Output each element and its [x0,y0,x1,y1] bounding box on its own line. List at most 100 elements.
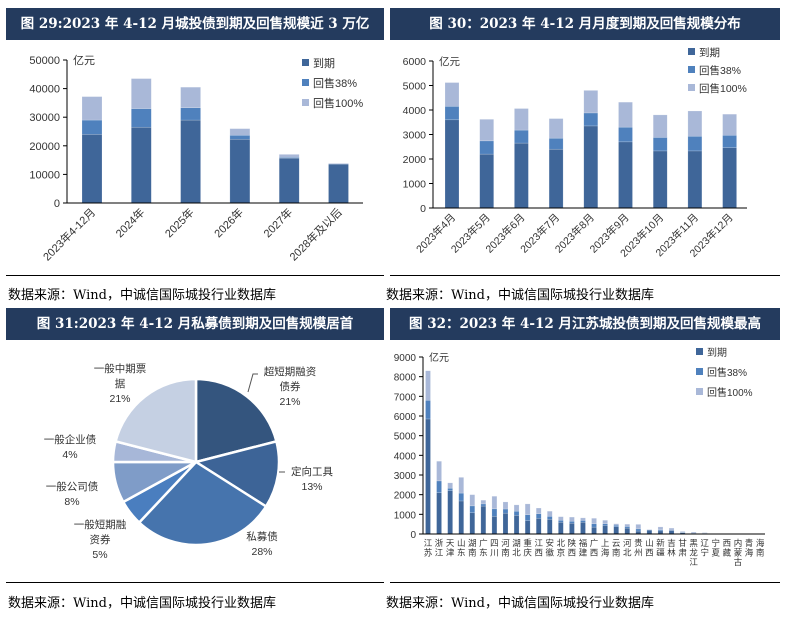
fig32-bar-到期 [491,516,498,535]
fig32-bar-到期 [668,530,675,535]
fig29-bar-回售38% [131,108,152,128]
fig32-bar-回售38% [580,520,586,523]
fig32-x-tick-label: 京 [557,548,566,558]
fig32-x-tick-label: 广 [479,538,488,548]
fig32-x-tick-label: 浙 [435,538,444,548]
fig29-bar-回售100% [180,86,201,109]
fig32-x-tick-label: 疆 [656,548,665,558]
fig32-bar-回售100% [547,510,553,517]
pie-label-超短期融资债券: 超短期融资 [264,365,317,378]
fig32-bar-回售100% [668,527,675,531]
fig29-bar-到期 [180,119,201,204]
fig29-bar-到期 [328,163,349,204]
pie-label-私募债: 私募债 [246,530,278,543]
fig32-bar-回售100% [458,477,464,494]
fig30-bar-回售38% [548,137,564,150]
fig29-bar-回售100% [81,96,103,121]
fig32-legend-label: 回售38% [707,366,747,379]
figure-30-source: 数据来源：Wind，中诚信国际城投行业数据库 [386,288,654,303]
fig32-x-tick-label: 河 [623,538,632,548]
fig32-bar-到期 [569,522,575,535]
fig32-bar-回售100% [436,460,442,482]
fig32-x-tick-label: 辽 [700,538,709,548]
fig32-x-tick-label: 云 [612,538,621,548]
fig32-y-tick-label: 4000 [394,451,417,462]
fig32-bar-到期 [469,512,476,535]
fig30-legend-label: 回售100% [699,82,747,95]
fig32-bar-到期 [613,526,619,535]
fig32-x-tick-label: 甘 [678,538,687,548]
fig29-bar-到期 [131,126,152,204]
fig32-bar-到期 [447,490,453,535]
fig32-x-tick-label: 四 [490,538,499,548]
fig32-x-tick-label: 南 [501,548,510,558]
pie-leader-line [247,373,258,393]
fig29-y-tick-label: 10000 [29,169,60,181]
pie-label-一般中期票据: 据 [115,377,126,390]
fig32-bar-回售100% [624,523,631,527]
pie-slice-私募债 [137,460,268,547]
fig32-bar-回售38% [613,524,619,527]
fig32-x-tick-label: 藏 [723,548,732,558]
fig32-bar-回售38% [591,523,597,528]
fig32-x-tick-label: 江 [689,557,698,567]
fig30-bar-回售100% [548,118,564,139]
fig32-bar-回售100% [591,518,597,525]
divider [390,275,780,276]
fig32-bar-回售100% [679,531,686,533]
fig32-x-tick-label: 徽 [546,548,555,558]
fig32-x-tick-label: 海 [745,548,754,558]
fig32-bar-回售38% [558,519,564,523]
fig32-x-tick-label: 北 [512,548,521,558]
fig32-bar-到期 [591,526,597,535]
figure-31-source: 数据来源：Wind，中诚信国际城投行业数据库 [8,596,276,611]
fig32-x-tick-label: 西 [645,548,654,558]
fig30-bar-回售38% [652,137,668,152]
fig29-legend-swatch [302,99,309,106]
fig32-bar-回售38% [469,505,476,514]
fig30-bar-回售100% [479,119,494,142]
fig32-x-tick-label: 南 [468,548,477,558]
fig29-x-tick-label: 2025年 [162,205,197,240]
fig32-x-tick-label: 贵 [634,538,643,548]
pie-label-一般企业债: 一般企业债 [44,433,97,446]
fig32-bar-回售38% [480,503,487,507]
fig32-x-tick-label: 古 [734,557,743,567]
fig32-bar-回售100% [502,501,509,510]
fig30-bar-到期 [618,141,633,209]
fig32-x-tick-label: 南 [756,548,765,558]
fig32-bar-到期 [513,515,520,535]
fig32-bar-到期 [436,492,442,535]
fig30-bar-到期 [514,142,529,209]
fig32-bar-回售38% [635,528,642,532]
fig29-y-tick-label: 0 [54,198,60,210]
fig32-bar-到期 [425,418,431,535]
fig32-x-tick-label: 州 [634,548,643,558]
fig32-y-tick-label: 2000 [394,491,417,502]
fig30-bar-回售100% [722,113,737,136]
fig32-bar-到期 [602,525,608,535]
fig32-bar-回售100% [613,523,619,526]
fig32-legend-label: 到期 [707,347,727,359]
pie-pct-一般中期票据: 21% [109,393,130,405]
fig29-x-tick-label: 2026年 [211,205,246,240]
fig32-x-tick-label: 山 [457,538,466,548]
figure-29-title: 图 29:2023 年 4-12 月城投债到期及回售规模近 3 万亿 [6,8,384,40]
fig32-bar-回售100% [602,519,608,525]
fig32-x-tick-label: 东 [457,548,466,558]
fig32-unit-label: 亿元 [429,351,449,364]
fig32-bar-到期 [558,521,564,535]
pie-slice-超短期融资债券 [194,377,278,464]
fig30-legend-label: 回售38% [699,64,741,77]
fig30-bar-回售100% [583,90,599,114]
fig30-y-tick-label: 4000 [403,105,427,117]
fig32-x-tick-label: 新 [656,538,665,548]
fig29-x-tick-label: 2024年 [112,205,147,240]
fig30-bar-到期 [722,147,737,209]
fig29-bar-到期 [278,157,300,204]
fig32-x-tick-label: 上 [601,538,610,548]
pie-label-一般中期票据: 一般中期票 [94,362,147,375]
fig32-legend-swatch [696,368,703,375]
fig32-x-tick-label: 川 [490,548,499,558]
